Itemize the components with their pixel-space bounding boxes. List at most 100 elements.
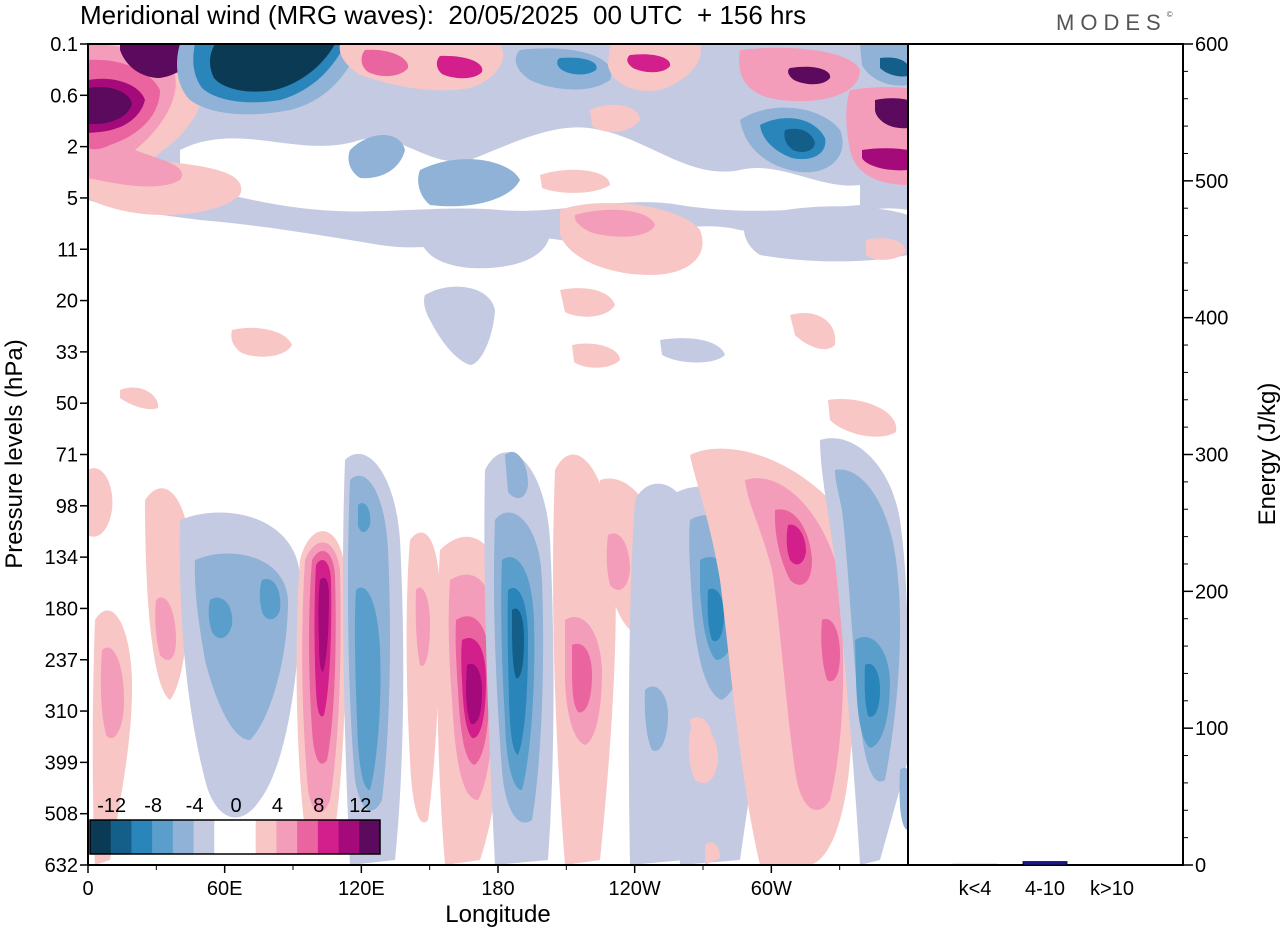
low-blue-346-core xyxy=(864,663,880,717)
energy-y-tick-label: 500 xyxy=(1195,171,1228,193)
y-tick-label: 508 xyxy=(45,804,78,826)
low-pink-310-lower xyxy=(821,619,840,682)
mid-pink-band-core xyxy=(574,209,655,237)
low-pink-210-core xyxy=(572,643,592,713)
mid-blue-plume2 xyxy=(424,286,495,365)
y-tick-label: 310 xyxy=(45,701,78,723)
upper-purple-core-left xyxy=(88,86,132,124)
y-axis-title: Pressure levels (hPa) xyxy=(1,339,28,568)
colorbar-labels: -12 -8 -4 0 4 8 12 xyxy=(97,795,371,817)
y-tick-label: 237 xyxy=(45,650,78,672)
colorbar-swatch xyxy=(255,820,277,854)
upper-white-gap xyxy=(180,127,860,212)
energy-y-tick-label: 200 xyxy=(1195,581,1228,603)
modes-logo: MODES© xyxy=(1056,10,1173,36)
colorbar-swatch xyxy=(90,820,112,854)
y-tick-label: 399 xyxy=(45,752,78,774)
colorbar xyxy=(89,819,381,855)
colorbar-swatch xyxy=(297,820,319,854)
low-blue-185-top xyxy=(505,451,528,499)
y-axis-left: 0.1 0.6 2 5 11 20 33 50 71 98 134 180 237 310 399 508 63… xyxy=(45,34,88,877)
colorbar-swatch xyxy=(235,820,257,854)
x-tick-label: 0 xyxy=(82,878,93,900)
energy-y-tick-label: 0 xyxy=(1195,855,1206,877)
energy-bar xyxy=(1022,861,1068,866)
x-tick-label: 120W xyxy=(609,878,661,900)
low-pink-150e xyxy=(406,532,440,823)
upper-magenta-mid2 xyxy=(436,55,483,79)
colorbar-swatch xyxy=(214,820,236,854)
low-pink-bottom-2 xyxy=(690,717,712,751)
colorbar-swatch xyxy=(172,820,195,854)
low-pink-310-deep xyxy=(786,524,806,565)
heatmap-contours xyxy=(88,44,908,865)
mid-level-pattern xyxy=(120,202,908,437)
y-tick-label: 0.6 xyxy=(50,85,78,107)
low-pink-35e xyxy=(145,488,190,700)
y-tick-label: 20 xyxy=(56,291,78,313)
y-tick-label: 11 xyxy=(57,239,78,261)
mid-pink-small-6 xyxy=(866,238,906,260)
low-pink-170-core xyxy=(466,663,482,725)
y-tick-label: 33 xyxy=(56,342,78,364)
upper-blue-core-dark xyxy=(209,44,335,92)
x-axis-title: Longitude xyxy=(445,901,550,928)
energy-bars xyxy=(952,861,1135,866)
low-pink-left-1-core xyxy=(100,647,124,739)
energy-y-tick-label: 300 xyxy=(1195,445,1228,467)
colorbar-swatch xyxy=(110,820,132,854)
colorbar-swatch xyxy=(338,820,360,854)
colorbar-label: -4 xyxy=(186,795,204,817)
chart-title: Meridional wind (MRG waves): 20/05/2025 … xyxy=(80,0,807,30)
colorbar-label: 0 xyxy=(230,795,241,817)
upper-purple-far-right-2 xyxy=(862,148,908,171)
mid-pink-small-4 xyxy=(790,313,836,350)
colorbar-label: 12 xyxy=(349,795,371,817)
low-pink-bottom-1 xyxy=(705,842,720,865)
mid-blue-plume xyxy=(419,213,550,269)
energy-y-tick-label: 100 xyxy=(1195,718,1228,740)
y-tick-label: 71 xyxy=(56,445,78,467)
low-blue-right-edge xyxy=(899,767,908,830)
energy-y-axis: 0 100 200 300 400 500 600 xyxy=(1183,34,1228,877)
energy-x-axis: k<4 4-10 k>10 xyxy=(959,878,1134,900)
upper-purple-far-right xyxy=(875,98,908,129)
energy-panel: 0 100 200 300 400 500 600 k<4 4-10 k>10 Energy (… xyxy=(907,34,1280,900)
y-tick-label: 5 xyxy=(67,188,78,210)
upper-pink-small-1 xyxy=(590,104,640,132)
upper-purple-right xyxy=(788,66,831,85)
upper-blue-mid-streaks2 xyxy=(418,159,520,207)
x-axis: 0 60E 120E 180 120W 60W xyxy=(82,865,841,900)
low-blue-60e-core1 xyxy=(208,597,233,639)
low-blue-120e-top xyxy=(358,502,371,533)
energy-y-tick-label: 600 xyxy=(1195,34,1228,56)
mid-pink-small-2 xyxy=(560,288,615,317)
energy-bar xyxy=(1089,864,1135,866)
upper-blue-right-top-core xyxy=(880,57,908,77)
y-tick-label: 98 xyxy=(56,496,78,518)
upper-magenta-mid3 xyxy=(627,54,671,73)
colorbar-frame xyxy=(89,819,381,855)
energy-category-label: 4-10 xyxy=(1025,878,1065,900)
low-pink-35e-core xyxy=(155,597,176,660)
low-blue-120e-core xyxy=(354,587,381,790)
colorbar-label: 4 xyxy=(272,795,283,817)
low-blue-270-core xyxy=(707,588,724,642)
x-tick-label: 60W xyxy=(751,878,792,900)
colorbar-label: -12 xyxy=(97,795,126,817)
colorbar-label: 8 xyxy=(313,795,324,817)
colorbar-swatch xyxy=(359,820,381,854)
x-tick-label: 120E xyxy=(338,878,385,900)
mid-pink-small-3 xyxy=(572,343,620,368)
low-pink-150e-core xyxy=(415,587,430,666)
logo-text: MODES xyxy=(1056,10,1167,35)
energy-axis-title: Energy (J/kg) xyxy=(1254,383,1280,526)
upper-blue-right-core xyxy=(784,128,815,152)
y-tick-label: 632 xyxy=(45,855,78,877)
upper-magenta-mid1 xyxy=(361,49,409,77)
colorbar-swatch xyxy=(276,820,298,854)
low-pink-220-top-core xyxy=(606,533,630,590)
upper-level-pattern xyxy=(88,44,908,248)
y-tick-label: 134 xyxy=(45,547,78,569)
